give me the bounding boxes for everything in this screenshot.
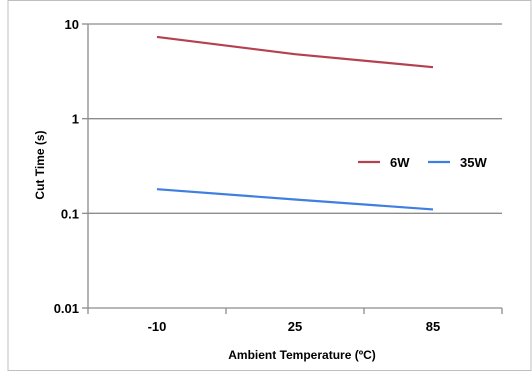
y-axis-label: Cut Time (s) [33, 130, 47, 199]
y-tick-label-1: 1 [72, 112, 79, 127]
x-axis-label: Ambient Temperature (ºC) [228, 348, 376, 362]
legend-label-6W: 6W [390, 155, 410, 170]
chart-frame [8, 1, 531, 371]
y-tick-label-2: 0.1 [61, 206, 79, 221]
y-tick-label-0: 10 [65, 17, 79, 32]
y-tick-label-3: 0.01 [54, 301, 79, 316]
x-tick-label-2: 85 [426, 319, 440, 334]
x-tick-label-0: -10 [148, 319, 167, 334]
x-tick-label-1: 25 [288, 319, 302, 334]
legend-label-35W: 35W [460, 155, 487, 170]
